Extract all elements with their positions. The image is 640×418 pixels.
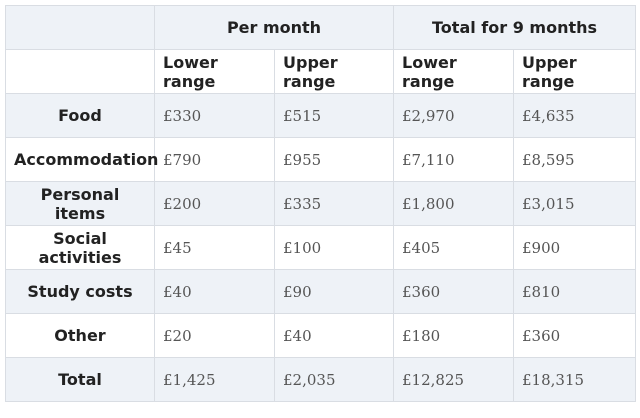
cell-value: £955	[273, 137, 395, 182]
cell-value: £7,110	[393, 137, 515, 182]
col-header-total-lower: Lower range	[393, 49, 515, 94]
cell-value: £515	[273, 93, 395, 138]
row-label: Other	[5, 313, 155, 358]
col-header-total-upper: Upper range	[513, 49, 637, 94]
cell-value: £330	[154, 93, 275, 138]
cell-value: £1,800	[393, 181, 515, 226]
row-label: Accommodation	[5, 137, 158, 182]
cell-value: £810	[513, 269, 637, 314]
cell-value: £360	[393, 269, 515, 314]
cell-value: £90	[273, 269, 395, 314]
cell-value: £45	[154, 225, 275, 270]
cell-value: £2,035	[273, 357, 395, 402]
table-row: Accommodation £790 £955 £7,110 £8,595	[5, 137, 637, 182]
range-header-row: Lower range Upper range Lower range Uppe…	[5, 49, 637, 94]
row-label: Personal items	[5, 181, 155, 226]
group-header-row: Per month Total for 9 months	[5, 5, 637, 50]
total-row: Total £1,425 £2,035 £12,825 £18,315	[5, 357, 637, 402]
table-row: Food £330 £515 £2,970 £4,635	[5, 93, 637, 138]
row-label: Social activities	[5, 225, 155, 270]
cell-value: £360	[513, 313, 637, 358]
cell-value: £20	[154, 313, 275, 358]
cell-value: £8,595	[513, 137, 637, 182]
cell-value: £12,825	[393, 357, 515, 402]
table-row: Other £20 £40 £180 £360	[5, 313, 637, 358]
cell-value: £900	[513, 225, 637, 270]
col-header-per-month-upper: Upper range	[273, 49, 395, 94]
cell-value: £40	[154, 269, 275, 314]
cell-value: £180	[393, 313, 515, 358]
cell-value: £2,970	[393, 93, 515, 138]
corner-cell-2	[5, 49, 155, 94]
row-label: Study costs	[5, 269, 155, 314]
corner-cell	[5, 5, 155, 50]
table-row: Study costs £40 £90 £360 £810	[5, 269, 637, 314]
row-label: Food	[5, 93, 155, 138]
per-month-header: Per month	[153, 5, 395, 50]
table-row: Social activities £45 £100 £405 £900	[5, 225, 637, 270]
cell-value: £200	[154, 181, 275, 226]
cell-value: £790	[154, 137, 275, 182]
cell-value: £1,425	[154, 357, 275, 402]
total-9-months-header: Total for 9 months	[393, 5, 637, 50]
table-row: Personal items £200 £335 £1,800 £3,015	[5, 181, 637, 226]
cell-value: £40	[273, 313, 395, 358]
cell-value: £335	[273, 181, 395, 226]
cell-value: £3,015	[513, 181, 637, 226]
cell-value: £100	[273, 225, 395, 270]
cell-value: £18,315	[513, 357, 637, 402]
col-header-per-month-lower: Lower range	[154, 49, 275, 94]
cost-table: Per month Total for 9 months Lower range…	[5, 5, 637, 402]
cell-value: £4,635	[513, 93, 637, 138]
row-label: Total	[5, 357, 155, 402]
cell-value: £405	[393, 225, 515, 270]
